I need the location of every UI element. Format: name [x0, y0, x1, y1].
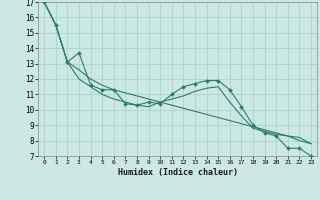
X-axis label: Humidex (Indice chaleur): Humidex (Indice chaleur) [118, 168, 238, 177]
